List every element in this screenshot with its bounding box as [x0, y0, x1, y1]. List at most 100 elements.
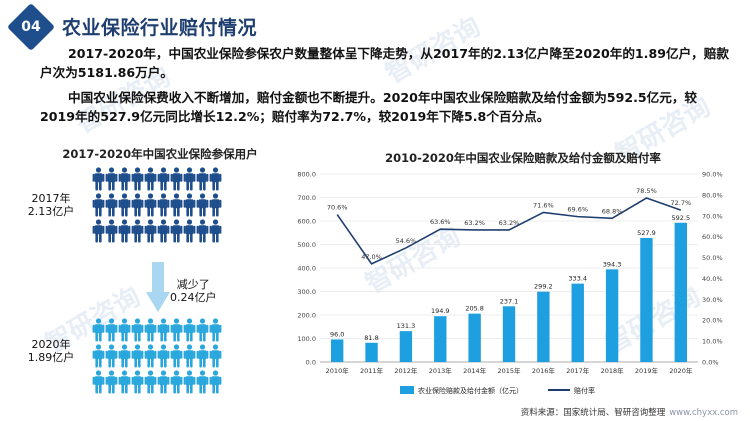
person-icon: [183, 167, 196, 191]
claims-chart: 0.0 100.0 200.0 300.0 400.0 500.0 600.0 700.0 80…: [297, 171, 723, 396]
person-icon: [144, 370, 157, 394]
legend-bar-swatch: [400, 386, 414, 394]
bar: [365, 342, 378, 362]
person-icon: [183, 318, 196, 342]
person-icon: [196, 193, 209, 217]
footer: 资料来源：国家统计局、智研咨询整理 www.chyxx.com: [521, 406, 738, 418]
x-axis-tick-label: 2010年: [326, 366, 350, 375]
reduce-line-2: 0.24亿户: [170, 291, 217, 304]
person-icon: [144, 193, 157, 217]
person-icon: [183, 344, 196, 368]
person-icon: [105, 167, 118, 191]
person-icon: [144, 318, 157, 342]
rate-value-label: 72.7%: [670, 199, 691, 207]
x-axis-tick-label: 2015年: [497, 366, 521, 375]
paragraph-2-text: 中国农业保险保费收入不断增加，赔付金额也不断提升。2020年中国农业保险赔款及给…: [40, 90, 698, 124]
bar-value-label: 394.3: [603, 260, 622, 268]
person-icon: [196, 167, 209, 191]
bar-value-label: 592.5: [672, 214, 691, 222]
bar: [571, 283, 584, 362]
bar-value-label: 299.2: [534, 283, 553, 291]
bar: [502, 306, 516, 362]
person-icon: [157, 219, 170, 243]
people-grid-2017: [92, 167, 222, 243]
section-number: 04: [21, 19, 41, 35]
bar-value-label: 527.9: [637, 229, 656, 237]
person-icon: [105, 193, 118, 217]
bar-value-label: 205.8: [465, 305, 484, 313]
rate-value-label: 63.6%: [430, 218, 451, 226]
rate-value-label: 71.6%: [533, 201, 554, 209]
bar-value-label: 131.3: [397, 322, 416, 330]
right-axis-tick-label: 10.0%: [702, 338, 723, 346]
year-2020-label: 2020年 1.89亿户: [24, 338, 78, 364]
right-axis-tick-label: 30.0%: [702, 296, 723, 304]
person-icon: [118, 167, 131, 191]
person-icon: [196, 370, 209, 394]
person-icon: [209, 219, 222, 243]
person-icon: [170, 167, 183, 191]
person-icon: [92, 219, 105, 243]
x-axis-tick-label: 2013年: [429, 366, 453, 375]
person-icon: [209, 318, 222, 342]
person-icon: [157, 370, 170, 394]
person-icon: [131, 193, 144, 217]
paragraph-1-text: 2017-2020年，中国农业保险参保农户数量整体呈下降走势，从2017年的2.…: [40, 46, 729, 80]
bar: [674, 222, 688, 362]
reduce-line-1: 减少了: [176, 278, 210, 291]
person-icon: [209, 167, 222, 191]
bar: [640, 237, 653, 362]
x-axis-tick-label: 2014年: [463, 366, 487, 375]
rate-value-label: 70.6%: [327, 204, 348, 212]
bar: [468, 313, 481, 362]
source-text: 资料来源：国家统计局、智研咨询整理: [520, 408, 666, 418]
right-axis-tick-label: 40.0%: [702, 275, 723, 283]
person-icon: [92, 344, 105, 368]
rate-value-label: 54.6%: [396, 237, 417, 245]
person-icon: [183, 219, 196, 243]
person-icon: [157, 318, 170, 342]
left-axis-tick-label: 600.0: [297, 218, 316, 226]
person-icon: [131, 344, 144, 368]
person-icon: [118, 193, 131, 217]
person-icon: [92, 193, 105, 217]
site-url: www.chyxx.com: [669, 408, 738, 418]
reduce-label: 减少了 0.24亿户: [170, 278, 217, 304]
paragraph-1: 2017-2020年，中国农业保险参保农户数量整体呈下降走势，从2017年的2.…: [40, 44, 730, 82]
legend-line-label: 赔付率: [574, 386, 595, 395]
person-icon: [118, 344, 131, 368]
x-axis-tick-label: 2016年: [532, 366, 556, 375]
left-panel-title: 2017-2020年中国农业保险参保用户: [62, 147, 258, 161]
person-icon: [170, 318, 183, 342]
left-axis-tick-label: 200.0: [297, 312, 316, 320]
x-axis-tick-label: 2020年: [669, 366, 693, 375]
left-axis-tick-label: 0.0: [306, 359, 316, 367]
left-axis-tick-label: 500.0: [297, 241, 316, 249]
person-icon: [92, 318, 105, 342]
x-axis-tick-label: 2019年: [635, 366, 659, 375]
person-icon: [157, 167, 170, 191]
person-icon: [131, 318, 144, 342]
rate-value-label: 63.2%: [464, 219, 485, 227]
person-icon: [105, 219, 118, 243]
person-icon: [170, 219, 183, 243]
person-icon: [170, 370, 183, 394]
paragraph-2: 中国农业保险保费收入不断增加，赔付金额也不断提升。2020年中国农业保险赔款及给…: [40, 88, 730, 126]
rate-line: [336, 197, 682, 265]
page-title: 农业保险行业赔付情况: [62, 17, 258, 39]
x-axis-tick-label: 2012年: [394, 366, 418, 375]
right-axis-tick-label: 60.0%: [702, 233, 723, 241]
section-header: 04 农业保险行业赔付情况: [0, 2, 750, 52]
right-axis-tick-label: 70.0%: [702, 212, 723, 220]
person-icon: [131, 219, 144, 243]
person-icon: [118, 219, 131, 243]
person-icon: [144, 219, 157, 243]
person-icon: [118, 318, 131, 342]
rate-value-label: 63.2%: [499, 219, 520, 227]
left-axis-tick-label: 100.0: [297, 335, 316, 343]
year-2017: 2017年: [31, 192, 71, 205]
bar-value-label: 194.9: [431, 307, 450, 315]
people-grid-2020: [92, 318, 222, 394]
bar-value-label: 333.4: [568, 275, 587, 283]
person-icon: [209, 344, 222, 368]
